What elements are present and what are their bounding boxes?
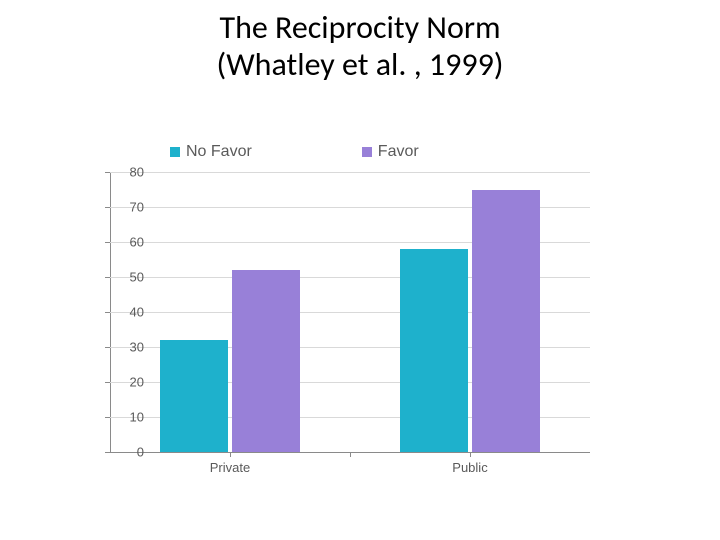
y-tick-mark	[105, 417, 110, 418]
x-tick-mark	[470, 452, 471, 457]
plot-area: 01020304050607080PrivatePublic	[110, 172, 590, 452]
y-tick-label: 20	[114, 375, 144, 390]
y-tick-mark	[105, 277, 110, 278]
y-tick-label: 10	[114, 410, 144, 425]
legend-label-favor: Favor	[378, 143, 419, 161]
y-tick-label: 80	[114, 165, 144, 180]
x-tick-mark	[350, 452, 351, 457]
y-tick-label: 40	[114, 305, 144, 320]
y-tick-mark	[105, 347, 110, 348]
legend-item-no-favor: No Favor	[170, 143, 252, 161]
page-title: The Reciprocity Norm (Whatley et al. , 1…	[0, 10, 720, 84]
x-category-label: Private	[170, 460, 290, 475]
slide: The Reciprocity Norm (Whatley et al. , 1…	[0, 0, 720, 540]
y-tick-label: 30	[114, 340, 144, 355]
y-tick-label: 50	[114, 270, 144, 285]
title-line-1: The Reciprocity Norm	[219, 8, 500, 47]
y-tick-mark	[105, 452, 110, 453]
legend-label-no-favor: No Favor	[186, 143, 252, 161]
bar-no-favor-private	[160, 340, 228, 452]
reciprocity-chart: No Favor Favor 0 10 20 30 40 50 60 70 80 Private P…	[70, 140, 610, 490]
bar-favor-public	[472, 190, 540, 453]
x-category-label: Public	[410, 460, 530, 475]
y-tick-mark	[105, 172, 110, 173]
title-line-2: (Whatley et al. , 1999)	[217, 45, 504, 84]
legend-swatch-no-favor	[170, 147, 180, 157]
y-tick-label: 60	[114, 235, 144, 250]
y-tick-mark	[105, 207, 110, 208]
y-tick-mark	[105, 382, 110, 383]
y-tick-mark	[105, 242, 110, 243]
legend-item-favor: Favor	[362, 143, 419, 161]
y-tick-label: 70	[114, 200, 144, 215]
x-tick-mark	[230, 452, 231, 457]
y-tick-label: 0	[114, 445, 144, 460]
legend: No Favor Favor	[170, 140, 570, 164]
bar-no-favor-public	[400, 249, 468, 452]
bar-favor-private	[232, 270, 300, 452]
legend-swatch-favor	[362, 147, 372, 157]
gridline	[110, 172, 590, 173]
y-tick-mark	[105, 312, 110, 313]
